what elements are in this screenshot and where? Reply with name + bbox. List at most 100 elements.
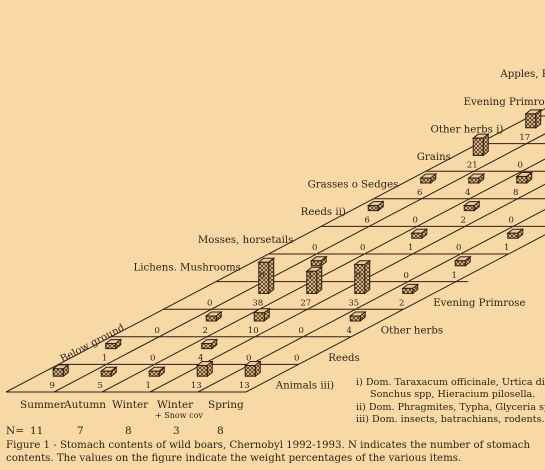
n-value-winter-snow: 3 [173, 425, 180, 437]
bar [104, 338, 123, 350]
season-label-spring: Spring [208, 399, 244, 411]
n-value-summer: 11 [30, 425, 44, 437]
category-label-above: Grains [417, 152, 451, 163]
bar [309, 255, 328, 267]
grid-column-line [101, 158, 545, 393]
season-label-summer: Summer [20, 399, 66, 411]
category-label-above: Lichens. Mushrooms [133, 262, 240, 273]
n-value-spring: 8 [217, 425, 224, 437]
bar-value-label: 6 [417, 188, 422, 198]
bar-value-label: 9 [50, 381, 55, 391]
bar [366, 200, 385, 212]
value-labels: 3447013060212031742234921000256481526020… [50, 133, 531, 391]
category-labels: Animals iii) Reeds Other herbs Evening Prim… [59, 69, 545, 392]
season-label-winter-snow: Winter [157, 399, 194, 411]
bar-value-label: 6 [365, 216, 370, 226]
bar-value-label: 0 [413, 216, 418, 226]
bar-value-label: 1 [504, 243, 509, 253]
bar-value-label: 0 [207, 298, 212, 308]
season-sublabel-snow: + Snow cov [155, 411, 203, 420]
bar-value-label: 2 [203, 326, 208, 336]
bar-value-label: 13 [239, 381, 250, 391]
category-label-above: Apples, Pears, Plums [499, 69, 545, 80]
category-label-below: Animals iii) [275, 380, 334, 392]
category-label-above: Grasses o Sedges [308, 180, 399, 191]
bar-value-label: 1 [452, 271, 457, 281]
bar-value-label: 0 [404, 271, 409, 281]
bar-value-label: 0 [518, 160, 523, 170]
bar-value-label: 0 [360, 243, 365, 253]
category-label-above: Other herbs i) [431, 123, 504, 135]
bar-value-label: 2 [461, 216, 466, 226]
bar-value-label: 1 [308, 271, 313, 281]
bar-value-label: 27 [300, 298, 311, 308]
bar-value-label: 8 [513, 188, 518, 198]
footnotes: i) Dom. Taraxacum officinale, Urtica dio… [356, 377, 545, 426]
bar-value-label: 0 [509, 216, 514, 226]
grid-column-line [149, 183, 545, 393]
bar [401, 283, 420, 295]
grid-column-line [245, 234, 545, 393]
bar [200, 338, 219, 350]
category-label-below: Other herbs [381, 326, 443, 337]
category-label-below: Evening Primrose [433, 298, 525, 309]
bar [515, 171, 534, 185]
season-label-autumn: Autumn [64, 399, 107, 411]
bar-value-label: 1 [146, 381, 151, 391]
bar [195, 360, 214, 378]
bar-value-label: 0 [260, 271, 265, 281]
bar-value-label: 0 [294, 354, 299, 364]
category-label-above: Reeds ii) [301, 206, 346, 218]
n-row: N= 11 7 8 3 8 [0, 425, 545, 439]
bar [51, 363, 70, 378]
n-value-autumn: 7 [77, 425, 84, 437]
bar [99, 366, 118, 378]
bars [51, 108, 543, 378]
bar [467, 172, 486, 185]
bar [453, 255, 472, 267]
grid-column-line [53, 133, 545, 393]
category-label-above: Evening Primrose [464, 97, 545, 108]
bar [410, 228, 429, 240]
bar [524, 108, 543, 129]
bar [462, 200, 481, 212]
bar-value-label: 0 [456, 243, 461, 253]
bar-value-label: 21 [467, 160, 478, 170]
bar-value-label: 35 [348, 298, 359, 308]
bar [243, 360, 262, 378]
grid-column-line [197, 209, 545, 393]
bar-value-label: 1 [102, 354, 107, 364]
footnote-1b: Sonchus spp, Hieracium pilosella. [370, 389, 536, 401]
perspective-grid [5, 108, 545, 393]
bar-value-label: 38 [252, 298, 263, 308]
footnote-2: ii) Dom. Phragmites, Typha, Glyceria spp… [356, 401, 545, 413]
footnote-1a: i) Dom. Taraxacum officinale, Urtica dio… [356, 377, 545, 388]
category-label-below: Reeds [328, 353, 359, 364]
bar [252, 307, 271, 323]
bar-value-label: 13 [191, 381, 202, 391]
bar-value-label: 1 [408, 243, 413, 253]
bar [506, 228, 525, 240]
bar-value-label: 5 [98, 381, 103, 391]
bar [305, 266, 324, 295]
n-label: N= [6, 425, 24, 437]
bar-value-label: 0 [312, 243, 317, 253]
bar [257, 257, 276, 295]
bar-value-label: 0 [356, 271, 361, 281]
bar [353, 259, 372, 295]
bar-value-label: 0 [299, 326, 304, 336]
season-label-winter: Winter [112, 399, 149, 411]
n-value-winter: 8 [125, 425, 132, 437]
bar [471, 133, 490, 157]
bar [147, 366, 166, 378]
bar [204, 310, 223, 323]
bar [419, 172, 438, 185]
bar-value-label: 17 [519, 133, 530, 143]
footnote-3: iii) Dom. insects, batrachians, rodents. [356, 413, 545, 425]
figure-caption: Figure 1 - Stomach contents of wild boar… [6, 440, 531, 464]
bar-value-label: 4 [347, 326, 352, 336]
bar-value-label: 0 [155, 326, 160, 336]
bar-value-label: 4 [198, 354, 203, 364]
bar-value-label: 2 [399, 298, 404, 308]
